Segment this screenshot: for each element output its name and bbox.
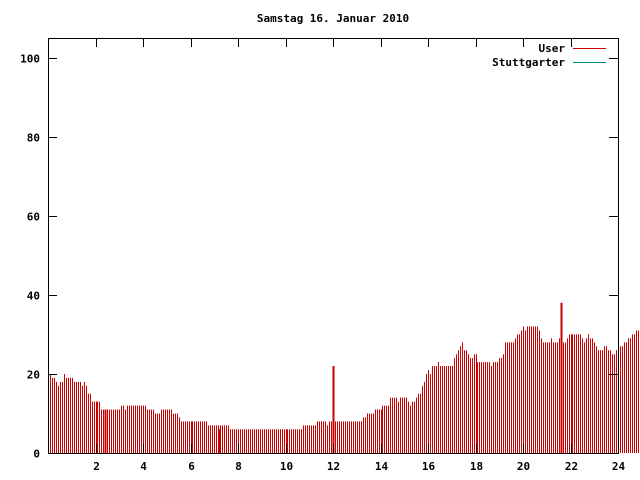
x-tick-label: 14 [375,460,389,473]
y-tick-label: 0 [33,448,40,461]
x-tick-label: 6 [188,460,195,473]
y-axis: 0 20 40 60 80 100 [20,53,618,461]
legend-label-user: User [539,42,566,55]
legend-label-stuttgarter: Stuttgarter [492,56,565,69]
x-tick-label: 12 [327,460,340,473]
chart-title: Samstag 16. Januar 2010 [257,12,409,25]
bar-group [48,326,639,453]
x-tick-label: 2 [93,460,100,473]
y-tick-label: 80 [27,132,40,145]
x-tick-label: 18 [470,460,483,473]
marker-group [104,302,563,453]
x-tick-label: 16 [422,460,436,473]
x-axis: 2 4 6 8 10 12 14 16 18 20 22 24 [93,38,625,473]
legend: User Stuttgarter [492,42,606,69]
y-tick-label: 60 [27,211,40,224]
x-tick-label: 10 [280,460,293,473]
x-tick-label: 22 [565,460,578,473]
y-tick-label: 40 [27,290,40,303]
y-tick-label: 100 [20,53,40,66]
y-tick-label: 20 [27,369,40,382]
x-tick-label: 20 [517,460,530,473]
x-tick-label: 4 [140,460,147,473]
x-tick-label: 8 [235,460,242,473]
x-tick-label: 24 [612,460,626,473]
